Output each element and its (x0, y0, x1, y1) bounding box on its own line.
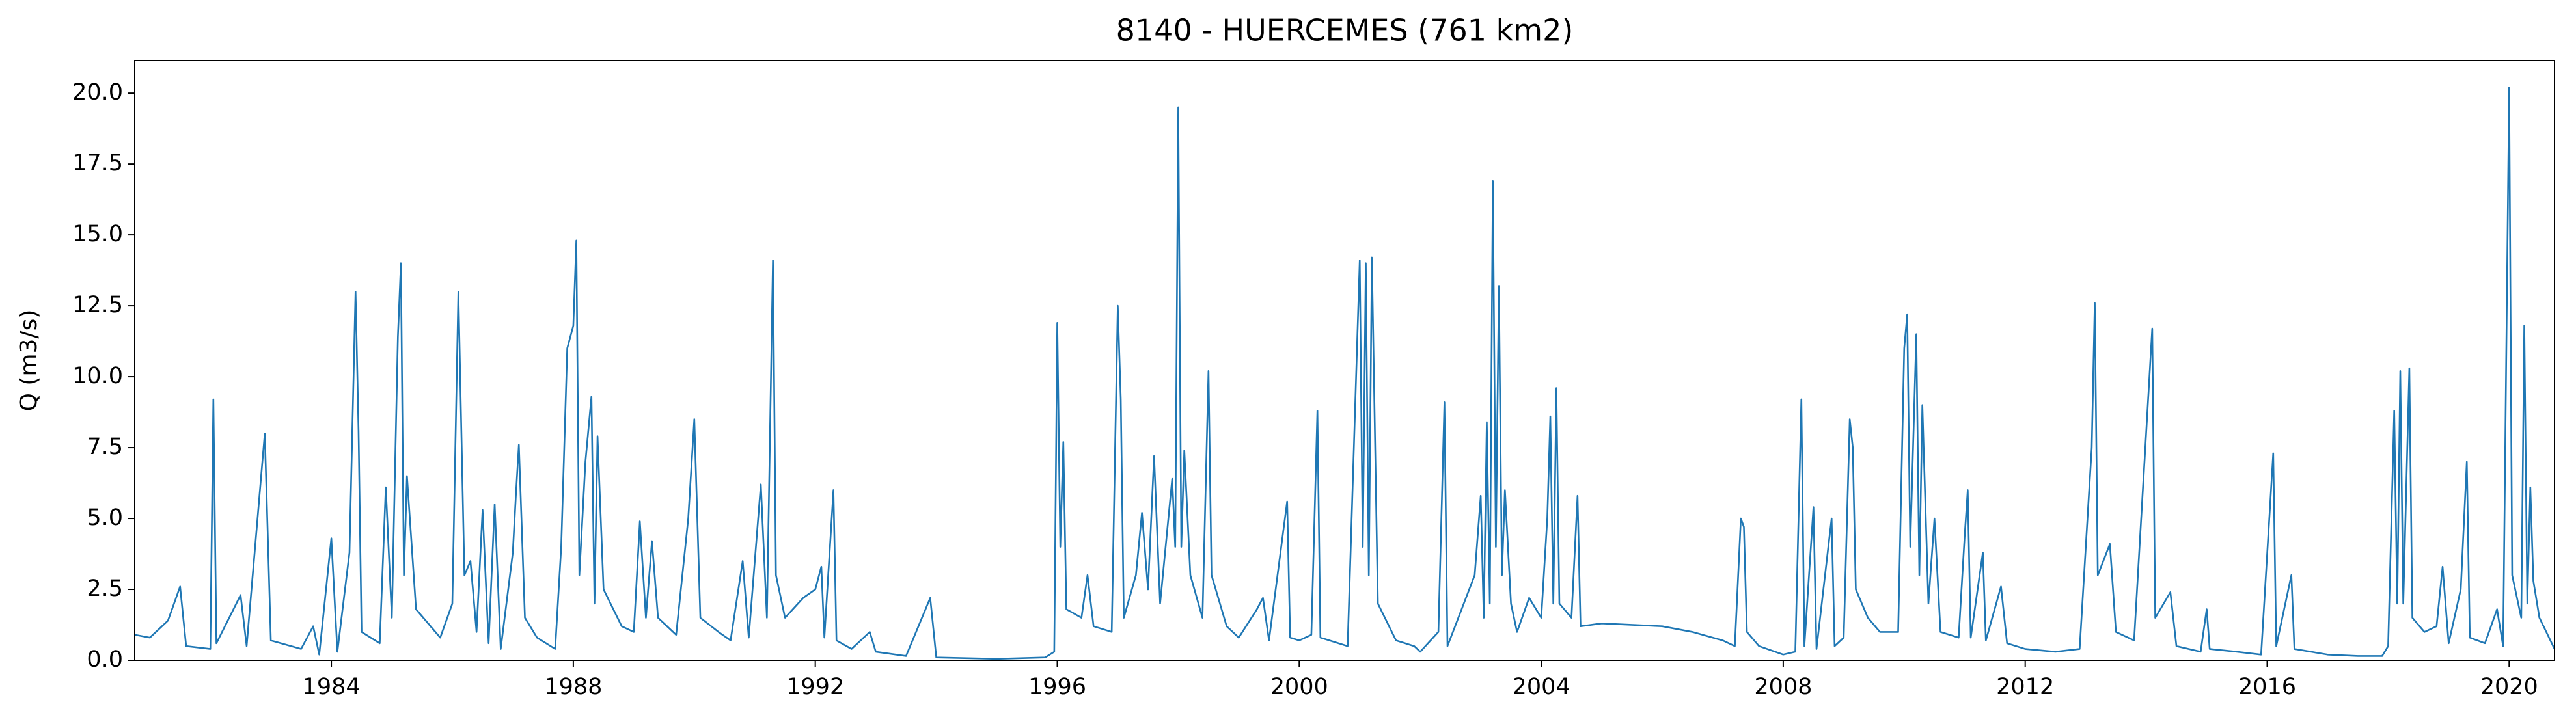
flow-line (134, 87, 2556, 660)
x-tick-label: 1988 (544, 674, 602, 700)
x-tick-label: 2012 (1996, 674, 2054, 700)
plot-frame (134, 60, 2555, 661)
x-tick-label: 2016 (2238, 674, 2296, 700)
y-tick-label: 15.0 (72, 221, 123, 247)
x-tick-label: 2004 (1513, 674, 1570, 700)
x-tick-label: 2008 (1754, 674, 1812, 700)
y-axis-label: Q (m3/s) (16, 310, 42, 412)
y-tick-label: 12.5 (72, 292, 123, 318)
x-tick-label: 1992 (786, 674, 844, 700)
x-tick-label: 2020 (2480, 674, 2538, 700)
y-tick-label: 17.5 (72, 150, 123, 176)
y-tick-label: 7.5 (87, 434, 123, 460)
y-tick-label: 0.0 (87, 647, 123, 673)
y-tick-label: 2.5 (87, 576, 123, 602)
y-tick-label: 5.0 (87, 505, 123, 531)
x-tick-label: 2000 (1270, 674, 1328, 700)
y-tick-label: 10.0 (72, 363, 123, 389)
x-tick-label: 1984 (303, 674, 361, 700)
chart-title: 8140 - HUERCEMES (761 km2) (1116, 13, 1574, 48)
y-tick-label: 20.0 (72, 79, 123, 105)
x-tick-label: 1996 (1028, 674, 1086, 700)
